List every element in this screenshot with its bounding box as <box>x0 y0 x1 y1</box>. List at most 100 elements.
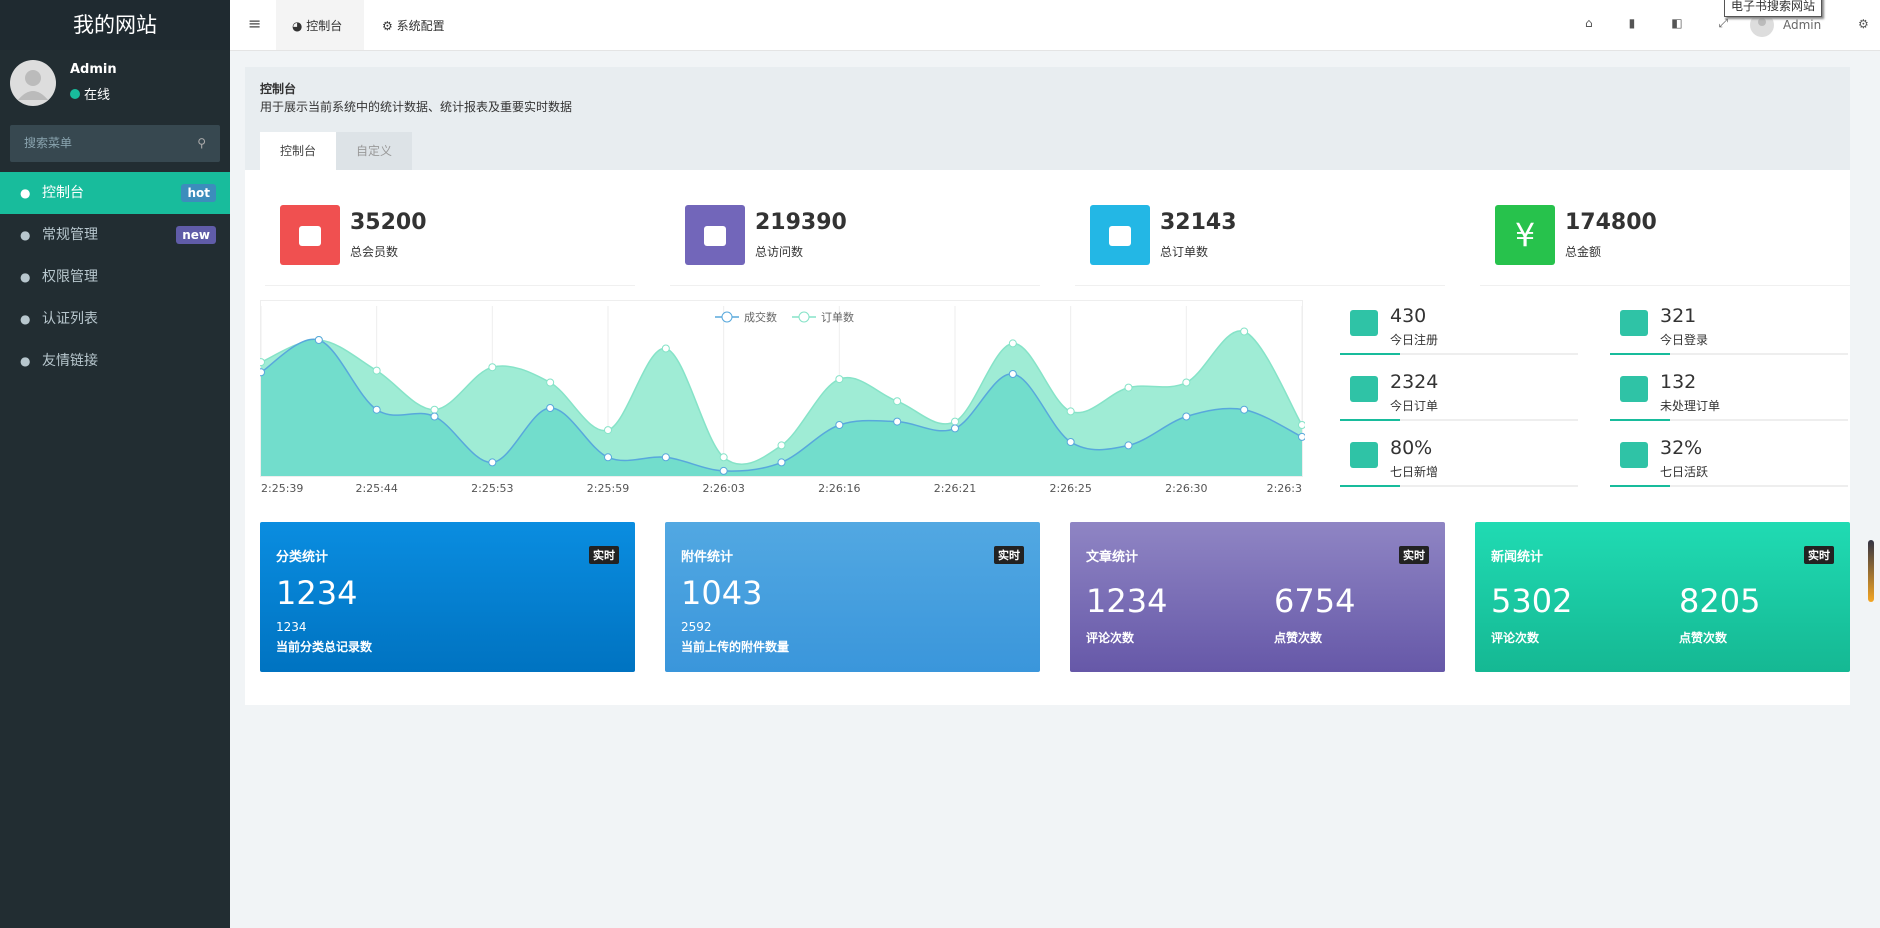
status-text: 在线 <box>84 88 111 103</box>
top-avatar[interactable] <box>1750 13 1774 37</box>
menu-item[interactable]: ● 权限管理 <box>0 256 230 298</box>
mini-icon <box>1350 310 1378 336</box>
mini-label: 今日订单 <box>1390 399 1439 413</box>
toolbar-icons[interactable]: ⌂▮◧⤢ <box>1585 16 1765 30</box>
progress-track <box>1610 353 1848 355</box>
point <box>777 458 786 467</box>
mini-value: 430 <box>1390 305 1427 327</box>
tab-active[interactable] <box>276 0 364 50</box>
stat-icon: ¥ <box>1495 205 1555 265</box>
stat-icon <box>1090 205 1150 265</box>
menu-icon: ● <box>20 354 31 368</box>
progress-track <box>1340 353 1578 355</box>
progress-bar <box>1610 485 1670 487</box>
tab[interactable]: ◕ 控制台 <box>292 19 343 33</box>
topbar: ≡ ◕ 控制台 ⚙ 系统配置 ⌂▮◧⤢ Admin ⚙ 电子书搜索网站 <box>230 0 1880 51</box>
menu-item[interactable]: ● 认证列表 <box>0 298 230 340</box>
legend-label: 订单数 <box>821 311 854 324</box>
progress-bar <box>1610 353 1670 355</box>
mini-value: 321 <box>1660 305 1697 327</box>
card-label: 评论次数 <box>1086 631 1135 645</box>
card-title: 文章统计 <box>1086 550 1139 565</box>
card-value: 8205 <box>1679 582 1761 620</box>
stat-label: 总访问数 <box>755 245 804 259</box>
mini-icon <box>1350 376 1378 402</box>
menu-label: 权限管理 <box>42 269 98 285</box>
stat-value: 219390 <box>755 210 847 235</box>
tab-label: 控制台 <box>306 19 343 33</box>
point <box>430 405 439 414</box>
point <box>1182 378 1191 387</box>
point <box>777 441 786 450</box>
x-tick-label: 2:26:21 <box>934 482 976 495</box>
menu-item[interactable]: ● 常规管理 new <box>0 214 230 256</box>
search-placeholder: 搜索菜单 <box>24 136 73 150</box>
x-tick-label: 2:26:03 <box>702 482 744 495</box>
point <box>372 405 381 414</box>
menu-toggle[interactable]: ≡ <box>248 14 262 33</box>
point <box>260 368 265 377</box>
point <box>1124 383 1133 392</box>
menu-item[interactable]: ● 控制台 hot <box>0 172 230 214</box>
progress-track <box>1610 419 1848 421</box>
card-sub-value: 1234 <box>276 620 307 634</box>
point <box>661 453 670 462</box>
menu-badge: new <box>176 226 216 244</box>
point <box>488 363 497 372</box>
settings-icon[interactable]: ⚙ <box>1858 17 1869 31</box>
logo[interactable]: 我的网站 <box>0 0 230 50</box>
x-tick-label: 2:26:30 <box>1165 482 1207 495</box>
user-name: Admin <box>70 62 117 77</box>
menu-icon: ● <box>20 228 31 242</box>
point <box>951 417 959 426</box>
menu-label: 友情链接 <box>42 353 98 369</box>
mini-icon <box>1620 376 1648 402</box>
card-label: 点赞次数 <box>1679 631 1728 645</box>
tab[interactable]: ⚙ 系统配置 <box>382 19 445 33</box>
heading-tab[interactable]: 自定义 <box>336 132 412 170</box>
x-tick-label: 2:25:59 <box>587 482 629 495</box>
point <box>546 404 555 412</box>
point <box>604 453 612 462</box>
point <box>1066 407 1075 416</box>
chart: 2:25:39 2:25:44 2:25:53 2:25:59 2:26:03 2:26:… <box>260 300 1305 495</box>
legend-label: 成交数 <box>744 310 777 324</box>
stat-label: 总会员数 <box>350 245 399 259</box>
search-box[interactable]: 搜索菜单 ⚲ <box>10 125 220 162</box>
point <box>260 358 265 367</box>
point <box>1124 441 1133 450</box>
stat-value: 174800 <box>1565 210 1657 235</box>
point <box>546 378 555 387</box>
point <box>604 426 612 435</box>
card-caption: 当前分类总记录数 <box>276 640 373 654</box>
top-user[interactable]: Admin <box>1783 18 1822 32</box>
point <box>314 336 323 344</box>
area-fill <box>261 339 1302 476</box>
point <box>1008 339 1017 348</box>
progress-track <box>1610 485 1848 487</box>
card-value: 1234 <box>1086 582 1168 620</box>
mini-value: 80% <box>1390 437 1433 459</box>
stat-label: 总订单数 <box>1160 245 1209 259</box>
mini-label: 今日登录 <box>1660 333 1709 347</box>
sidebar: 我的网站 Admin 在线 搜索菜单 ⚲ ● 控制台 hot ● 常规管理 new ● 权限管理… <box>0 0 230 928</box>
menu-label: 常规管理 <box>42 227 98 243</box>
point <box>835 421 844 429</box>
legend-swatch <box>798 311 810 323</box>
card-badge: 实时 <box>589 546 619 564</box>
heading-tab[interactable]: 控制台 <box>260 132 336 170</box>
mini-value: 132 <box>1660 371 1697 393</box>
card-value: 6754 <box>1274 582 1356 620</box>
menu-badge: hot <box>181 184 216 202</box>
menu-item[interactable]: ● 友情链接 <box>0 340 230 382</box>
mini-label: 今日注册 <box>1390 333 1439 347</box>
card-label: 评论次数 <box>1491 631 1540 645</box>
mini-label: 七日新增 <box>1390 465 1439 479</box>
mini-label: 未处理订单 <box>1660 399 1721 413</box>
card-badge: 实时 <box>1804 546 1834 564</box>
mini-label: 七日活跃 <box>1660 465 1709 479</box>
point <box>893 417 902 426</box>
scroll-indicator <box>1868 540 1874 602</box>
progress-bar <box>1340 485 1400 487</box>
